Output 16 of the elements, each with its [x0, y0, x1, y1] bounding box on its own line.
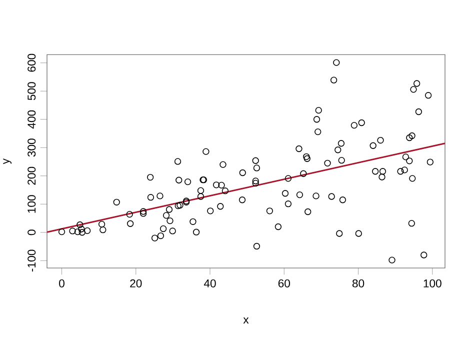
- y-tick-label: -100: [28, 250, 36, 272]
- x-tick-label: 100: [424, 279, 442, 288]
- y-axis-title: y: [3, 158, 12, 164]
- x-tick-label: 0: [59, 279, 64, 288]
- y-tick-label: 200: [28, 166, 36, 185]
- y-tick-label: 400: [28, 110, 36, 129]
- y-tick-label: 300: [28, 138, 36, 157]
- x-axis-title: x: [243, 317, 249, 324]
- x-tick-label: 60: [278, 279, 290, 288]
- y-tick-label: 600: [28, 54, 36, 72]
- y-tick-label: 100: [28, 195, 36, 213]
- x-tick-label: 40: [204, 279, 216, 288]
- y-tick-label: 0: [28, 230, 36, 236]
- y-tick-label: 500: [28, 82, 36, 100]
- x-tick-label: 20: [130, 279, 142, 288]
- x-tick-label: 80: [352, 279, 364, 288]
